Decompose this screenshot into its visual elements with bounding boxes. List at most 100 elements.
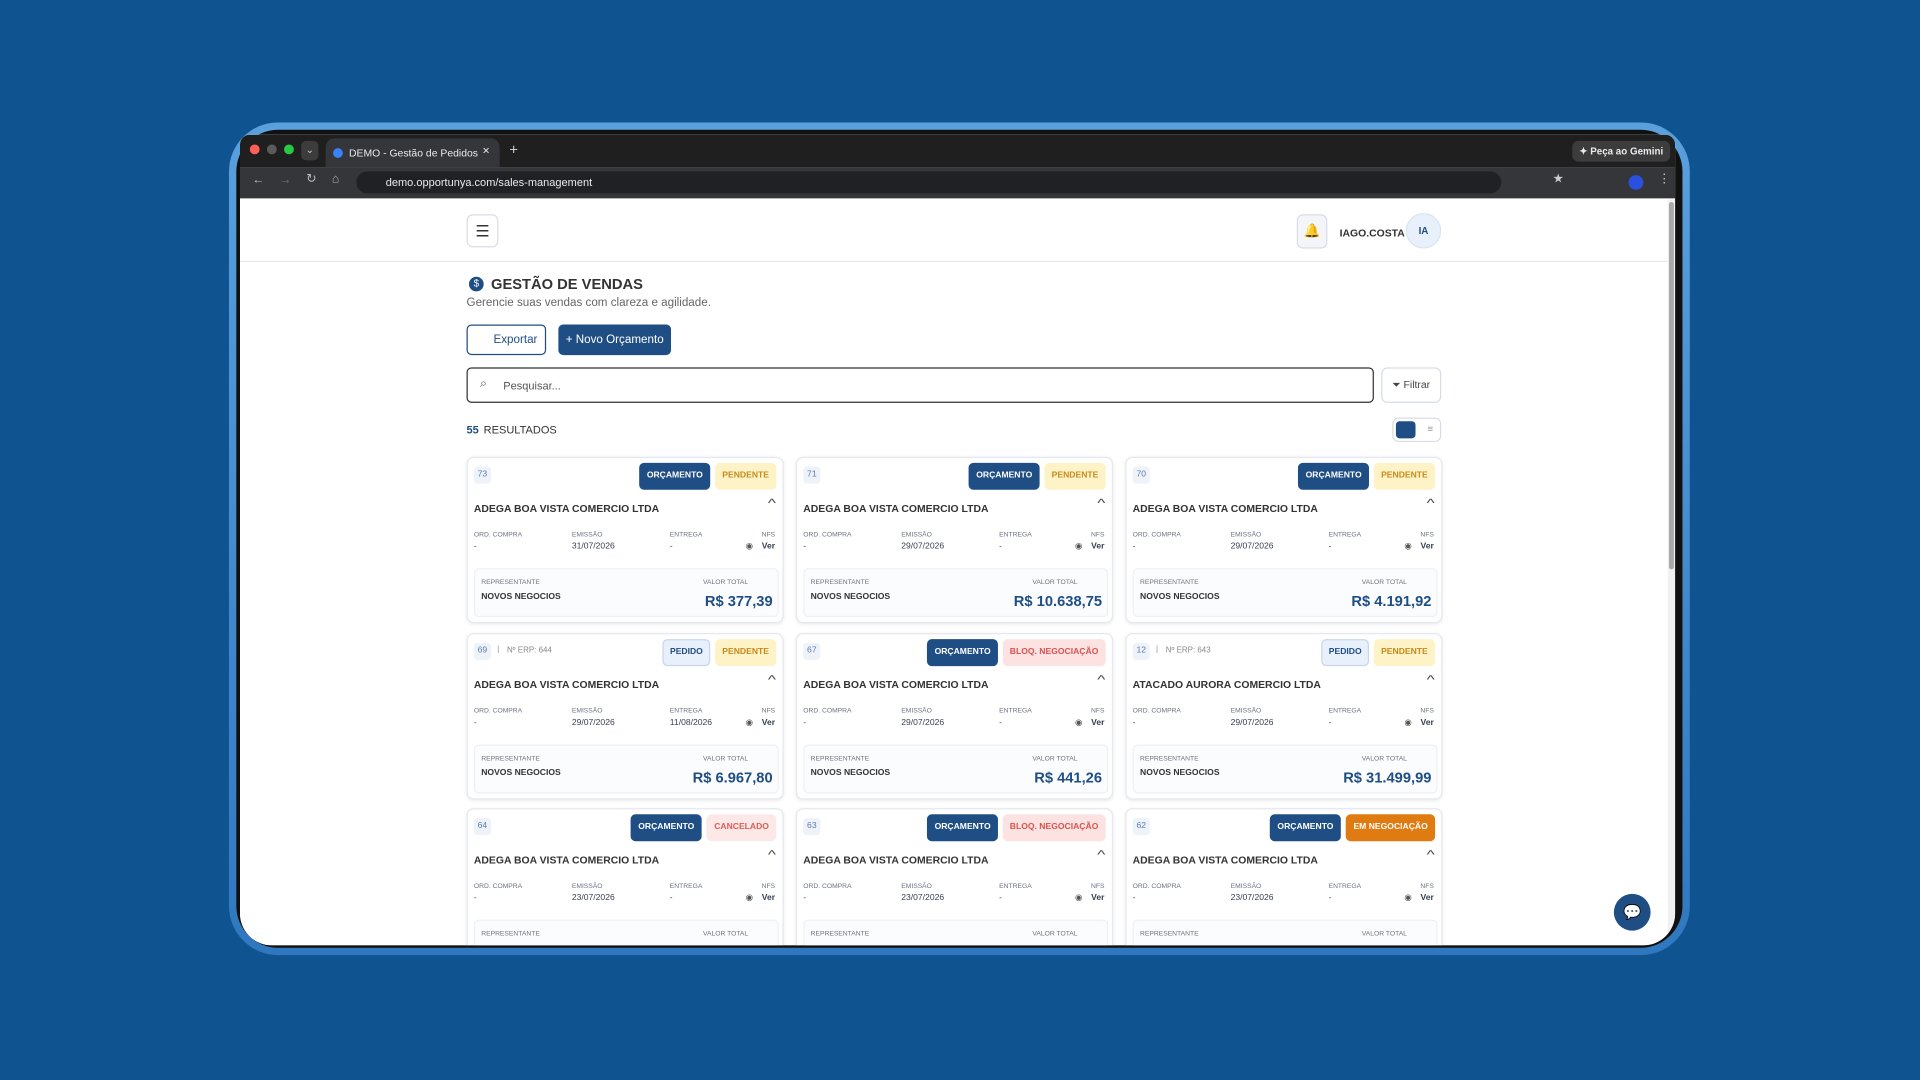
field-label: NFS (1420, 882, 1434, 891)
user-name[interactable]: IAGO.COSTA (1339, 226, 1405, 239)
back-button[interactable]: ← (252, 173, 265, 188)
field-value: - (1328, 718, 1332, 728)
status-badge: CANCELADO (706, 814, 777, 842)
eye-icon: ◉ (1404, 893, 1412, 903)
profile-icon[interactable] (1628, 175, 1644, 190)
representative: NOVOS NEGOCIOS (810, 768, 891, 778)
grid-view-button[interactable] (1395, 421, 1416, 439)
card-footer: REPRESENTANTE VALOR TOTAL (803, 919, 1109, 946)
total-value: R$ 4.191,92 (1351, 592, 1432, 610)
user-avatar[interactable]: IA (1405, 213, 1442, 249)
window-zoom[interactable] (284, 144, 294, 155)
field-label: NFS (1091, 707, 1105, 716)
order-card[interactable]: 64 CANCELADO ORÇAMENTO ADEGA BOA VISTA COME… (466, 808, 784, 946)
window-close[interactable] (249, 144, 260, 155)
erp-number: Nº ERP: 644 (506, 646, 552, 656)
field-value: 29/07/2026 (571, 718, 615, 728)
field-value: - (999, 718, 1003, 728)
tab-search[interactable]: ⌄ (301, 140, 319, 161)
field-label: ORD. COMPRA (473, 707, 523, 716)
chat-button[interactable]: 💬 (1613, 893, 1651, 931)
eye-icon: ◉ (745, 718, 754, 728)
field-label: REPRESENTANTE (810, 579, 870, 587)
scrollbar-thumb[interactable] (1668, 202, 1674, 570)
order-id: 71 (803, 466, 821, 484)
search-input[interactable]: ⌕ Pesquisar... (466, 367, 1374, 403)
collapse-chevron: ^ (768, 848, 777, 863)
card-footer: REPRESENTANTE NOVOS NEGOCIOS VALOR TOTAL R$… (803, 568, 1109, 618)
field-value: 31/07/2026 (571, 542, 615, 552)
total-value: R$ 441,26 (1034, 768, 1103, 787)
bookmark-star[interactable]: ★ (1552, 172, 1564, 187)
erp-number: Nº ERP: 643 (1165, 646, 1211, 656)
view-nfs-link[interactable]: Ver (1420, 718, 1434, 728)
order-card[interactable]: 62 EM NEGOCIAÇÃO ORÇAMENTO ADEGA BOA VISTA … (1125, 808, 1443, 946)
representative: NOVOS NEGOCIOS (481, 768, 561, 778)
field-label: VALOR TOTAL (1032, 579, 1078, 587)
field-value: - (1328, 893, 1332, 903)
view-nfs-link[interactable]: Ver (1420, 542, 1434, 552)
order-card[interactable]: 71 PENDENTE ORÇAMENTO ADEGA BOA VISTA COMER… (795, 456, 1114, 624)
collapse-chevron: ^ (1097, 673, 1106, 687)
field-label: EMISSÃO (1230, 531, 1262, 539)
card-footer: REPRESENTANTE NOVOS NEGOCIOS VALOR TOTAL R$… (1132, 744, 1438, 794)
client-name: ADEGA BOA VISTA COMERCIO LTDA (803, 502, 989, 515)
total-value: R$ 377,39 (704, 592, 773, 610)
list-view-button[interactable]: ≡ (1427, 423, 1434, 435)
notifications-button[interactable]: 🔔 (1296, 214, 1328, 249)
tab-close[interactable]: × (482, 144, 490, 158)
view-nfs-link[interactable]: Ver (1091, 893, 1105, 903)
order-card[interactable]: 63 BLOQ. NEGOCIAÇÃO ORÇAMENTO ADEGA BOA VIS… (795, 808, 1114, 946)
view-nfs-link[interactable]: Ver (761, 718, 776, 728)
view-nfs-link[interactable]: Ver (761, 893, 776, 903)
card-footer: REPRESENTANTE VALOR TOTAL (473, 919, 779, 946)
export-button[interactable]: Exportar (466, 324, 547, 356)
window-minimize[interactable] (266, 144, 277, 155)
reload-button[interactable]: ↻ (306, 172, 317, 187)
tab[interactable]: DEMO - Gestão de Pedidos × (325, 138, 500, 168)
order-id: 12 (1132, 642, 1150, 661)
menu-button[interactable]: ⋮ (1657, 172, 1671, 187)
client-name: ADEGA BOA VISTA COMERCIO LTDA (803, 853, 989, 866)
type-badge: ORÇAMENTO (927, 814, 998, 842)
field-value: - (999, 542, 1003, 552)
order-id: 73 (473, 466, 492, 484)
field-value: 23/07/2026 (571, 893, 615, 903)
status-badge: PENDENTE (714, 462, 777, 490)
field-label: VALOR TOTAL (1361, 755, 1407, 763)
view-nfs-link[interactable]: Ver (1091, 542, 1105, 552)
home-button[interactable]: ⌂ (331, 172, 340, 187)
search-icon: ⌕ (480, 377, 487, 391)
field-label: ENTREGA (1328, 531, 1362, 539)
field-label: REPRESENTANTE (1140, 579, 1199, 587)
new-tab[interactable]: + (509, 140, 518, 158)
view-nfs-link[interactable]: Ver (761, 542, 776, 552)
order-card[interactable]: 73 PENDENTE ORÇAMENTO ADEGA BOA VISTA COMER… (466, 456, 784, 624)
order-card[interactable]: 12 | Nº ERP: 643 PENDENTE PEDIDO ATACADO AURO… (1125, 633, 1443, 800)
menu-toggle[interactable]: ☰ (466, 214, 499, 248)
url-field[interactable]: demo.opportunya.com/sales-management (356, 171, 1502, 194)
gemini-button[interactable]: ✦ Peça ao Gemini (1572, 140, 1671, 162)
client-name: ATACADO AURORA COMERCIO LTDA (1132, 678, 1321, 691)
field-label: REPRESENTANTE (1140, 755, 1199, 763)
order-card[interactable]: 69 | Nº ERP: 644 PENDENTE PEDIDO ADEGA BOA VI… (466, 633, 784, 800)
field-label: REPRESENTANTE (810, 755, 870, 763)
field-value: - (1132, 893, 1136, 903)
type-badge: ORÇAMENTO (1270, 814, 1341, 842)
view-nfs-link[interactable]: Ver (1091, 718, 1105, 728)
field-label: ENTREGA (1328, 707, 1362, 716)
type-badge: ORÇAMENTO (927, 639, 998, 667)
field-value: - (669, 542, 673, 552)
client-name: ADEGA BOA VISTA COMERCIO LTDA (473, 678, 660, 691)
field-label: NFS (761, 882, 776, 891)
order-card[interactable]: 70 PENDENTE ORÇAMENTO ADEGA BOA VISTA COMER… (1125, 456, 1443, 624)
filter-button[interactable]: ⏷ Filtrar (1381, 367, 1442, 403)
forward-button[interactable]: → (279, 173, 292, 188)
status-badge: PENDENTE (1044, 462, 1106, 490)
field-label: ORD. COMPRA (1132, 707, 1181, 716)
collapse-chevron: ^ (768, 497, 777, 511)
view-nfs-link[interactable]: Ver (1420, 893, 1434, 903)
order-card[interactable]: 67 BLOQ. NEGOCIAÇÃO ORÇAMENTO ADEGA BOA VIS… (795, 633, 1114, 800)
card-footer: REPRESENTANTE NOVOS NEGOCIOS VALOR TOTAL R$… (473, 568, 779, 618)
new-quote-button[interactable]: + Novo Orçamento (558, 324, 672, 356)
